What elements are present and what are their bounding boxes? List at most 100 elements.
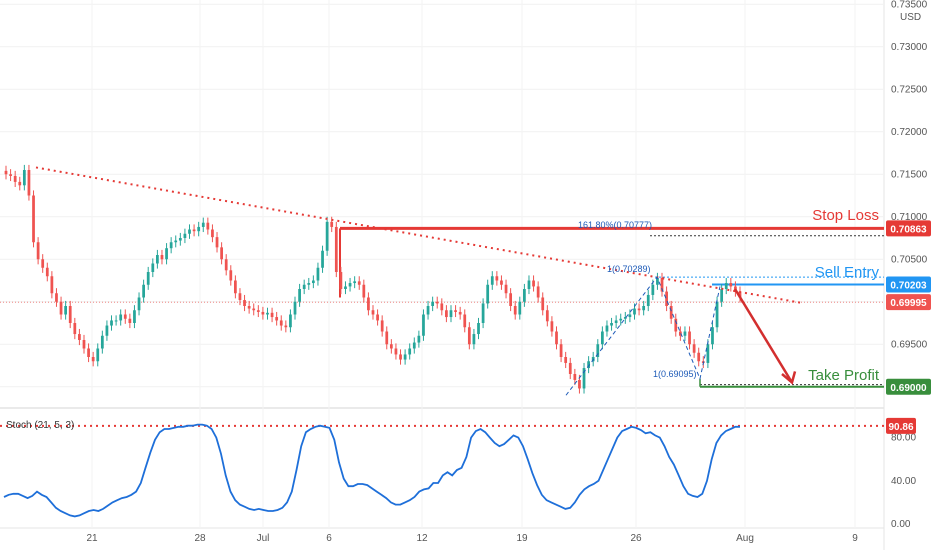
- candle-body: [582, 368, 586, 389]
- candle-body: [128, 318, 132, 323]
- candle: [220, 242, 223, 265]
- candle: [642, 300, 646, 316]
- candle: [188, 224, 191, 239]
- fib-extension-note: 161.80%(0.70777): [578, 220, 652, 230]
- candle: [674, 313, 678, 337]
- candle-body: [724, 283, 728, 289]
- candle-body: [697, 352, 701, 362]
- candle: [82, 334, 86, 354]
- candle: [362, 279, 366, 303]
- candle: [233, 275, 237, 299]
- candle-body: [215, 237, 219, 248]
- candle: [229, 265, 233, 286]
- candle-body: [151, 263, 155, 272]
- candle-body: [348, 283, 352, 287]
- candle: [715, 296, 719, 333]
- candle: [266, 307, 269, 320]
- candle-body: [426, 306, 430, 315]
- candle: [665, 286, 668, 312]
- candle-body: [22, 170, 26, 186]
- candle: [467, 322, 471, 350]
- candle: [215, 232, 219, 253]
- candle: [729, 277, 733, 292]
- candle: [426, 300, 430, 320]
- candle-body: [449, 310, 453, 318]
- candle-body: [224, 259, 228, 271]
- candle: [119, 309, 123, 326]
- candle: [555, 326, 558, 350]
- candle: [614, 315, 618, 329]
- candle-body: [440, 303, 444, 311]
- candle: [656, 272, 659, 290]
- candle-body: [4, 170, 8, 175]
- candle: [316, 262, 320, 286]
- candle-body: [275, 317, 279, 321]
- candle: [605, 320, 609, 337]
- candle: [261, 306, 265, 320]
- stoch-pane-title: Stoch (21, 5, 3): [6, 420, 74, 431]
- candle: [357, 276, 361, 290]
- candle: [591, 351, 595, 367]
- candle: [293, 296, 297, 320]
- candle-body: [600, 331, 604, 345]
- candle-body: [252, 308, 256, 311]
- candle: [623, 311, 627, 324]
- candle-body: [486, 284, 490, 304]
- candle-body: [55, 293, 58, 302]
- candle-body: [454, 310, 457, 312]
- candle-body: [541, 297, 545, 311]
- candle-body: [656, 277, 659, 285]
- candle-body: [238, 293, 242, 301]
- candle-body: [339, 272, 343, 289]
- stoch-tick-label: 40.00: [891, 476, 916, 487]
- candle: [637, 303, 641, 316]
- candle-body: [160, 255, 164, 260]
- candle: [32, 190, 35, 248]
- candle: [64, 300, 68, 320]
- stoch-tick-label: 80.00: [891, 433, 916, 444]
- candle-body: [490, 276, 494, 285]
- candle: [477, 317, 480, 340]
- candle: [683, 326, 687, 341]
- candle: [587, 356, 590, 374]
- candle: [114, 315, 118, 326]
- time-tick-label: 26: [630, 533, 642, 544]
- candle: [367, 292, 370, 316]
- candle: [302, 279, 306, 295]
- candle-body: [50, 276, 54, 294]
- candle: [619, 313, 623, 326]
- candle: [279, 315, 283, 331]
- candle-body: [513, 306, 517, 315]
- candle: [417, 330, 421, 348]
- candle: [389, 339, 393, 354]
- candle-body: [142, 284, 146, 298]
- candle: [197, 221, 201, 237]
- candle: [660, 272, 664, 297]
- candle-body: [477, 323, 480, 335]
- candle: [600, 326, 604, 350]
- candle: [669, 300, 673, 324]
- candle-body: [174, 240, 178, 243]
- candle-body: [578, 379, 581, 389]
- candle-body: [289, 314, 292, 328]
- candle-body: [692, 344, 696, 353]
- candle-body: [715, 301, 719, 328]
- candle: [238, 288, 242, 306]
- candle-body: [233, 280, 237, 294]
- candle-body: [284, 325, 288, 328]
- candle-body: [82, 340, 86, 349]
- price-badges: 0.70863 0.70203 0.69995 0.69000 90.86: [886, 220, 931, 434]
- candle: [720, 283, 724, 307]
- downward-arrow: [733, 288, 794, 384]
- candle-body: [311, 280, 315, 284]
- candle: [289, 309, 292, 333]
- candle-body: [669, 306, 673, 319]
- candle-body: [188, 229, 191, 234]
- stochastic-pane: [0, 423, 884, 518]
- candle: [504, 279, 508, 299]
- candle: [78, 328, 81, 346]
- candle: [206, 217, 210, 235]
- price-tick-label: 0.72000: [891, 127, 928, 138]
- candle-body: [417, 335, 421, 343]
